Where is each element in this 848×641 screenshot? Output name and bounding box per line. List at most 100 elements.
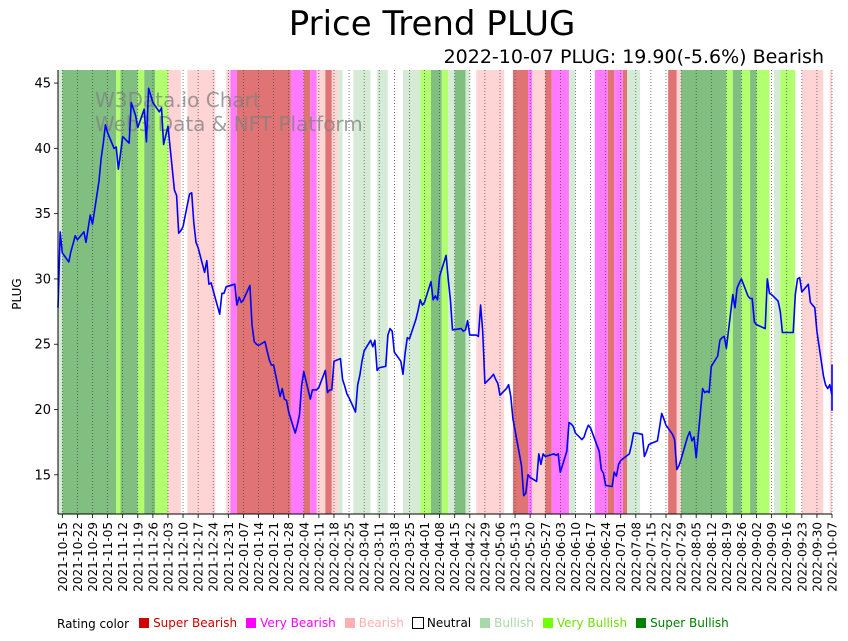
legend-item: Very Bullish <box>542 616 627 630</box>
x-tick-label: 2022-06-03 <box>554 522 568 592</box>
rating-band-bearish <box>316 70 326 514</box>
legend-item: Very Bearish <box>246 616 336 630</box>
legend-label: Super Bearish <box>153 616 238 630</box>
legend-swatch <box>411 617 424 629</box>
rating-band-super-bullish <box>454 70 466 514</box>
legend-item: Neutral <box>411 616 472 630</box>
rating-band-bearish <box>676 70 682 514</box>
x-tick-label: 2021-12-03 <box>161 522 175 592</box>
rating-band-bullish <box>338 70 343 514</box>
x-tick-label: 2022-04-22 <box>463 522 477 592</box>
y-axis-label: PLUG <box>10 278 24 309</box>
rating-band-super-bullish <box>120 70 138 514</box>
rating-band-very-bullish <box>420 70 431 514</box>
watermark-line-1: W3Data.io Chart <box>95 88 261 112</box>
legend-item: Super Bullish <box>636 616 729 630</box>
legend-swatch <box>542 618 553 628</box>
rating-band-neutral <box>640 70 669 514</box>
rating-band-neutral <box>795 70 802 514</box>
legend-title: Rating color <box>57 616 130 631</box>
rating-band-super-bearish <box>622 70 628 514</box>
x-tick-label: 2022-03-25 <box>403 522 417 592</box>
rating-band-super-bearish <box>512 70 529 514</box>
watermark: W3Data.io Chart Web3 Data & NFT Platform <box>95 88 363 136</box>
rating-band-super-bearish <box>607 70 615 514</box>
rating-band-bullish <box>58 70 63 514</box>
x-tick-label: 2021-11-19 <box>131 522 145 592</box>
rating-band-neutral <box>387 70 403 514</box>
rating-band-bearish <box>331 70 339 514</box>
x-tick-label: 2022-01-07 <box>237 522 251 592</box>
rating-band-bearish <box>801 70 824 514</box>
rating-band-very-bullish <box>155 70 168 514</box>
price-line <box>57 87 833 497</box>
x-tick-label: 2022-05-13 <box>509 522 523 592</box>
rating-band-neutral <box>469 70 477 514</box>
legend-item: Bullish <box>480 616 534 630</box>
rating-band-bearish <box>829 70 832 514</box>
x-tick-label: 2022-03-18 <box>388 522 402 592</box>
y-tick-label: 25 <box>34 338 51 353</box>
x-tick-label: 2022-08-19 <box>720 522 734 592</box>
legend-swatch <box>636 618 647 628</box>
x-tick-label: 2022-01-28 <box>282 522 296 592</box>
x-tick-label: 2021-10-22 <box>71 522 85 592</box>
rating-bands <box>58 70 832 514</box>
rating-band-neutral <box>180 70 188 514</box>
x-tick-label: 2022-08-26 <box>735 522 749 592</box>
y-tick-label: 35 <box>34 207 51 222</box>
x-tick-label: 2022-09-09 <box>765 522 779 592</box>
x-tick-label: 2022-01-21 <box>267 522 281 592</box>
x-tick-label: 2022-03-11 <box>373 522 387 592</box>
x-tick-label: 2022-01-14 <box>252 522 266 592</box>
rating-band-bearish <box>187 70 216 514</box>
x-axis-ticks: 2021-10-15 2021-10-22 2021-10-29 2021-11-05… <box>56 514 840 592</box>
rating-band-super-bearish <box>236 70 291 514</box>
x-tick-label: 2022-05-27 <box>539 522 553 592</box>
legend-item: Super Bearish <box>139 616 237 630</box>
y-tick-label: 20 <box>34 403 51 418</box>
x-tick-label: 2022-04-01 <box>418 522 432 592</box>
x-tick-label: 2021-10-29 <box>86 522 100 592</box>
rating-band-very-bullish <box>116 70 121 514</box>
x-tick-label: 2022-05-06 <box>493 522 507 592</box>
rating-band-super-bullish <box>62 70 117 514</box>
rating-band-super-bearish <box>325 70 332 514</box>
legend-swatch <box>246 618 257 628</box>
x-tick-label: 2022-07-29 <box>675 522 689 592</box>
vertical-gridlines <box>61 70 833 514</box>
y-tick-label: 45 <box>34 77 51 92</box>
x-tick-label: 2022-04-08 <box>433 522 447 592</box>
x-tick-label: 2022-06-17 <box>584 522 598 592</box>
legend-label: Neutral <box>426 616 472 630</box>
rating-band-bullish <box>568 70 576 514</box>
rating-band-neutral <box>370 70 378 514</box>
x-tick-label: 2021-10-15 <box>56 522 70 592</box>
y-tick-label: 40 <box>34 142 51 157</box>
x-tick-label: 2022-10-07 <box>826 522 840 592</box>
rating-band-very-bullish <box>756 70 770 514</box>
x-tick-label: 2021-12-24 <box>207 522 221 592</box>
x-tick-label: 2022-05-20 <box>524 522 538 592</box>
x-tick-label: 2021-12-10 <box>177 522 191 592</box>
rating-band-super-bullish <box>144 70 156 514</box>
chart-title: Price Trend PLUG <box>288 4 576 44</box>
x-tick-label: 2021-11-05 <box>101 522 115 592</box>
legend-label: Very Bearish <box>260 616 336 630</box>
rating-band-bullish <box>773 70 781 514</box>
x-tick-label: 2022-09-30 <box>810 522 824 592</box>
x-tick-label: 2022-06-10 <box>569 522 583 592</box>
x-tick-label: 2021-11-26 <box>146 522 160 592</box>
x-tick-label: 2022-02-18 <box>327 522 341 592</box>
y-tick-label: 15 <box>34 468 51 483</box>
rating-band-super-bearish <box>668 70 677 514</box>
x-tick-label: 2021-11-12 <box>116 522 130 592</box>
x-tick-label: 2022-08-05 <box>690 522 704 592</box>
x-tick-label: 2022-02-11 <box>312 522 326 592</box>
legend-swatch <box>139 618 150 628</box>
rating-band-very-bearish <box>310 70 317 514</box>
axes <box>57 70 832 515</box>
rating-band-neutral <box>342 70 354 514</box>
rating-band-very-bullish <box>780 70 796 514</box>
y-tick-label: 30 <box>34 272 51 287</box>
